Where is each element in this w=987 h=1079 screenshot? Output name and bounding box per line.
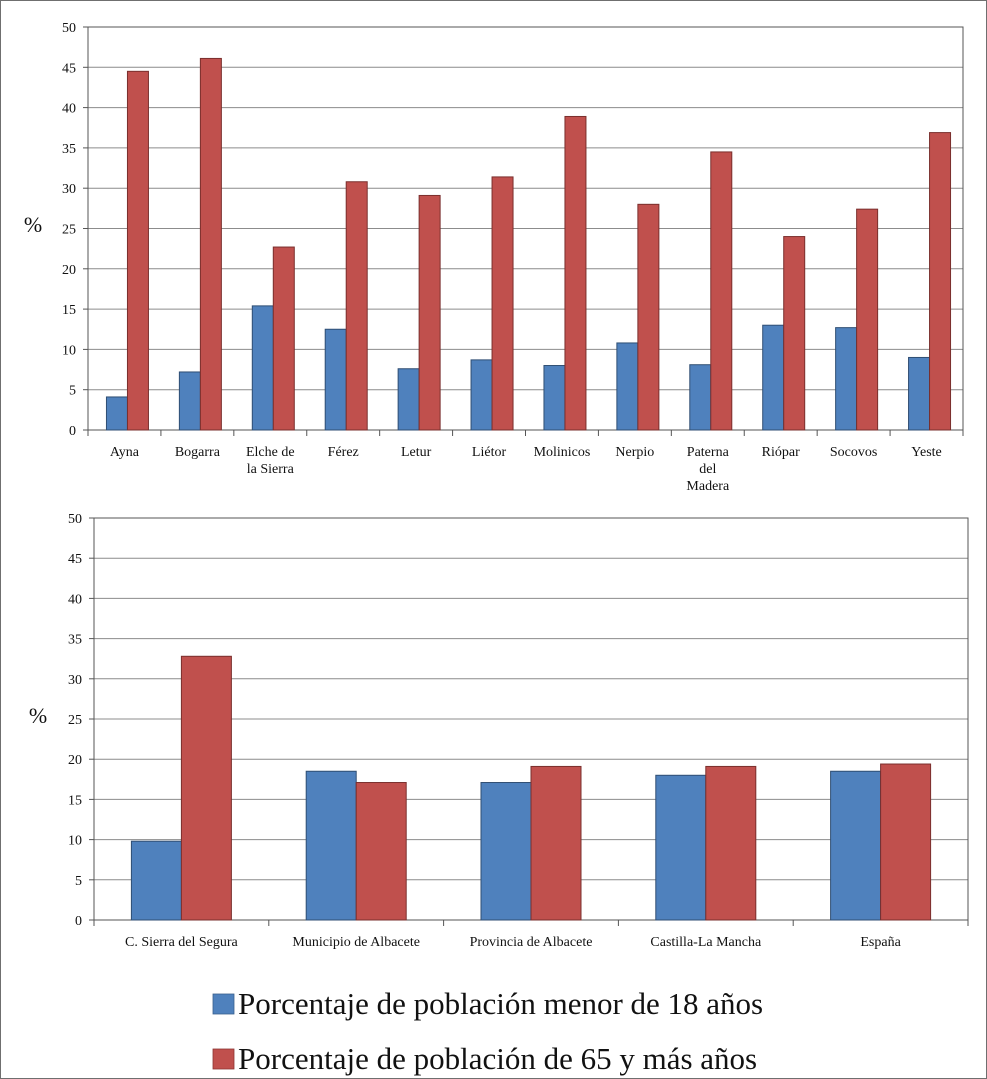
- y-tick-label: 20: [62, 263, 76, 278]
- y-tick-label: 50: [62, 21, 76, 36]
- y-tick-label: 15: [62, 303, 76, 318]
- bar-65-mas-socovos: [856, 208, 879, 431]
- y-tick-label: 50: [68, 512, 82, 527]
- bar-65-mas-yeste: [929, 132, 952, 431]
- bar-65-mas-paterna-del-madera: [710, 151, 733, 431]
- legend-label-65-mas: Porcentaje de población de 65 y más años: [238, 1041, 757, 1076]
- legend-label-menor-18: Porcentaje de población menor de 18 años: [238, 986, 763, 1021]
- x-category-label-elche-de-la-sierra: Elche de la Sierra: [246, 445, 295, 477]
- y-tick-label: 0: [75, 914, 82, 929]
- y-tick-label: 5: [75, 874, 82, 889]
- x-category-label-ferez: Férez: [328, 445, 359, 460]
- bar-65-mas-ayna: [126, 70, 149, 431]
- legend-item-menor-18: Porcentaje de población menor de 18 años: [212, 986, 763, 1021]
- bar-65-mas-letur: [418, 194, 441, 431]
- bar-65-mas-municipio-de-albacete: [355, 782, 407, 921]
- y-tick-label: 10: [62, 343, 76, 358]
- y-axis-label: %: [29, 703, 47, 728]
- bar-65-mas-espana: [880, 763, 932, 921]
- y-tick-label: 25: [68, 713, 82, 728]
- chart-municipios: 0 5 10 15 20 25 30 35 40 45 50% Ayna Bogarra Elche de…: [24, 21, 964, 494]
- bar-65-mas-c-sierra-del-segura: [180, 655, 232, 921]
- y-tick-label: 5: [69, 384, 76, 399]
- x-category-label-nerpio: Nerpio: [615, 445, 654, 460]
- x-category-label-castilla-la-mancha: Castilla-La Mancha: [650, 935, 762, 950]
- x-category-label-letur: Letur: [401, 445, 432, 460]
- y-tick-label: 45: [68, 552, 82, 567]
- bar-65-mas-ferez: [345, 181, 368, 431]
- x-category-label-molinicos: Molinicos: [534, 445, 591, 460]
- y-tick-label: 0: [69, 424, 76, 439]
- y-tick-label: 25: [62, 223, 76, 238]
- y-tick-label: 40: [62, 102, 76, 117]
- bar-menor-18-espana: [830, 770, 882, 921]
- x-category-label-lietor: Liétor: [472, 445, 507, 460]
- y-tick-label: 30: [62, 182, 76, 197]
- y-axis-label: %: [24, 212, 42, 237]
- y-tick-label: 15: [68, 793, 82, 808]
- bar-menor-18-provincia-de-albacete: [480, 782, 532, 921]
- bar-menor-18-castilla-la-mancha: [655, 774, 707, 921]
- chart-comparativa: 0 5 10 15 20 25 30 35 40 45 50% C. Sierra del Segur…: [29, 512, 969, 950]
- x-category-label-ayna: Ayna: [110, 445, 140, 460]
- bar-65-mas-castilla-la-mancha: [705, 765, 757, 921]
- bar-65-mas-lietor: [491, 176, 514, 431]
- bar-65-mas-provincia-de-albacete: [530, 765, 582, 921]
- x-category-label-riopar: Riópar: [762, 445, 800, 460]
- x-category-label-municipio-de-albacete: Municipio de Albacete: [292, 935, 420, 950]
- bar-65-mas-molinicos: [564, 115, 587, 431]
- y-tick-label: 30: [68, 673, 82, 688]
- x-category-label-socovos: Socovos: [830, 445, 877, 460]
- x-category-label-bogarra: Bogarra: [175, 445, 221, 460]
- x-category-label-espana: España: [860, 935, 901, 950]
- y-tick-label: 10: [68, 834, 82, 849]
- y-tick-label: 40: [68, 592, 82, 607]
- y-tick-label: 35: [62, 142, 76, 157]
- bar-65-mas-nerpio: [637, 203, 660, 431]
- x-category-label-c-sierra-del-segura: C. Sierra del Segura: [125, 935, 239, 950]
- bar-menor-18-municipio-de-albacete: [305, 770, 357, 921]
- bar-65-mas-riopar: [783, 236, 806, 431]
- legend-item-65-mas: Porcentaje de población de 65 y más años: [212, 1041, 757, 1076]
- bar-65-mas-elche-de-la-sierra: [272, 246, 295, 431]
- x-category-label-provincia-de-albacete: Provincia de Albacete: [470, 935, 593, 950]
- y-tick-label: 35: [68, 633, 82, 648]
- bar-menor-18-c-sierra-del-segura: [130, 840, 182, 921]
- legend-swatch-menor-18: [212, 993, 235, 1015]
- y-tick-label: 45: [62, 61, 76, 76]
- x-category-label-yeste: Yeste: [911, 445, 941, 460]
- legend-swatch-65-mas: [212, 1048, 235, 1070]
- bar-65-mas-bogarra: [199, 57, 222, 431]
- x-category-label-paterna-del-madera: Paterna del Madera: [686, 445, 730, 494]
- y-tick-label: 20: [68, 753, 82, 768]
